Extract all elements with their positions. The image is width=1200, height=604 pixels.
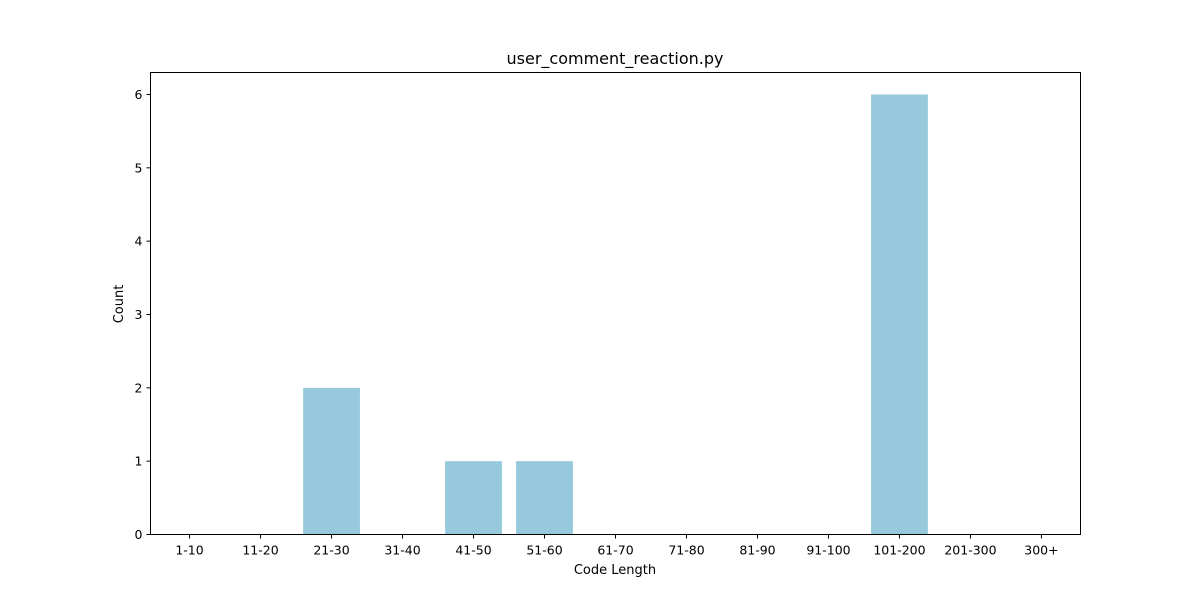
y-tick-label: 5 <box>135 160 143 175</box>
y-tick-label: 2 <box>135 380 143 395</box>
bar-41-50 <box>445 461 502 535</box>
y-axis-ticks: 0 1 2 3 4 5 6 <box>135 87 151 542</box>
bar-21-30 <box>303 387 360 535</box>
x-tick-label: 201-300 <box>944 543 996 558</box>
x-tick-label: 71-80 <box>668 543 704 558</box>
x-tick-label: 91-100 <box>806 543 850 558</box>
y-tick-label: 6 <box>135 87 143 102</box>
y-tick-label: 1 <box>135 454 143 469</box>
y-axis-label: Count <box>112 285 127 324</box>
x-tick-label: 21-30 <box>313 543 349 558</box>
y-tick-label: 3 <box>135 307 143 322</box>
x-tick-label: 61-70 <box>597 543 633 558</box>
y-tick-label: 4 <box>135 234 143 249</box>
x-tick-label: 51-60 <box>526 543 562 558</box>
plot-frame <box>150 72 1081 535</box>
bars-group <box>303 94 928 535</box>
y-tick-label: 0 <box>135 527 143 542</box>
bar-101-200 <box>871 94 928 535</box>
x-tick-label: 101-200 <box>873 543 925 558</box>
x-tick-label: 11-20 <box>242 543 278 558</box>
x-tick-label: 41-50 <box>455 543 491 558</box>
chart-title: user_comment_reaction.py <box>507 49 724 69</box>
x-tick-label: 1-10 <box>175 543 203 558</box>
bar-51-60 <box>516 461 573 535</box>
x-tick-label: 81-90 <box>739 543 775 558</box>
x-axis-label: Code Length <box>574 563 656 578</box>
x-tick-label: 31-40 <box>384 543 420 558</box>
x-axis-ticks: 1-10 11-20 21-30 31-40 41-50 51-60 61-70 71-80 8… <box>175 534 1059 558</box>
x-tick-label: 300+ <box>1024 543 1058 558</box>
